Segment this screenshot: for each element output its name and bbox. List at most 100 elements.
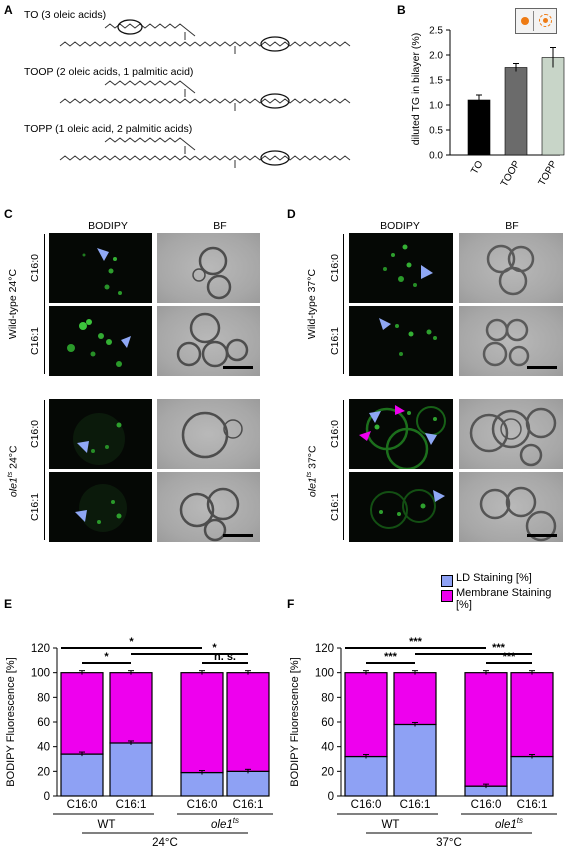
chart-f-temperature: 37°C (436, 837, 462, 849)
chart-e-group-wt: WT (98, 819, 116, 831)
c-group-bracket-bottom (44, 400, 45, 540)
c-group-wildtype: Wild-type 24°C (7, 268, 19, 340)
chart-b-ylabel: diluted TG in bilayer (%) (410, 32, 422, 146)
chart-f-category-label: C16:0 (471, 799, 502, 811)
chart-e-category-label: C16:1 (116, 799, 147, 811)
chart-f-ytick-label: 80 (321, 692, 334, 704)
chart-f-bar-segment (510, 755, 554, 797)
chart-e-ytick-label: 0 (44, 791, 50, 803)
c-group-ole1: ole1ts 24°C (6, 445, 20, 498)
c-scale-bar-bottom (223, 534, 253, 537)
chart-b-ytick-label: 0.5 (429, 126, 443, 137)
chart-e-bar-segment (226, 770, 270, 797)
c-row-c161-bottom: C16:1 (29, 492, 41, 522)
d-row-c160-bottom: C16:0 (329, 419, 341, 449)
c-ole1-c161-bodipy-image (49, 472, 152, 542)
c-wt-c160-bf-image (157, 233, 260, 303)
chart-e-significance-label: * (104, 651, 109, 663)
d-group-wildtype: Wild-type 37°C (306, 268, 318, 340)
toop-label: TOOP (2 oleic acids, 1 palmitic acid) (24, 66, 194, 78)
chart-b-ytick-label: 0.0 (429, 151, 443, 162)
membrane-schematic-icon (515, 8, 557, 34)
c-row-c160-bottom: C16:0 (29, 419, 41, 449)
legend-ld-label: LD Staining [%] (456, 572, 532, 584)
d-group-ole1: ole1ts 37°C (305, 445, 319, 498)
chart-e-ytick-label: 60 (37, 717, 50, 729)
c-wt-c161-bodipy-image (49, 306, 152, 376)
c-ole1-c160-bodipy-image (49, 399, 152, 469)
chart-f-ytick-label: 120 (315, 643, 334, 655)
chart-f-ytick-label: 40 (321, 742, 334, 754)
chart-e-category-label: C16:0 (67, 799, 98, 811)
chart-e-category-label: C16:0 (187, 799, 218, 811)
chart-e-group-ole1: ole1ts (211, 816, 239, 831)
chart-f-ytick-label: 20 (321, 766, 334, 778)
chart-f-group-wt: WT (382, 819, 400, 831)
d-ole1-c160-bodipy-image (349, 399, 453, 469)
chart-f-ytick-label: 0 (328, 791, 334, 803)
legend-ld-swatch (441, 575, 453, 587)
chart-b-ytick-label: 2.5 (429, 26, 443, 37)
chart-b-ytick-label: 1.5 (429, 76, 443, 87)
chart-f-ylabel: BODIPY Fluorescence [%] (289, 657, 301, 786)
chart-b-category-label: TOPP (537, 159, 560, 188)
chart-b-category-label: TOOP (499, 159, 523, 189)
chart-e-bar-segment (60, 672, 104, 755)
chart-f-bar-segment (393, 672, 437, 726)
diluted-tg-bar-chart: 0.0 0.5 1.0 1.5 2.0 2.5 TO TOOP TOPP (429, 26, 565, 189)
triglyceride-structures (59, 19, 351, 168)
c-bf-header: BF (213, 220, 227, 232)
chart-f-ytick-label: 100 (315, 668, 334, 680)
d-ole1-c160-bf-image (459, 399, 563, 469)
chart-e-category-label: C16:1 (233, 799, 264, 811)
d-group-bracket-bottom (343, 400, 344, 540)
chart-e-bar-segment (109, 742, 153, 797)
c-ole1-c161-bf-image (157, 472, 260, 542)
c-group-bracket-top (44, 234, 45, 374)
d-bodipy-header: BODIPY (380, 220, 420, 232)
panel-label-c: C (4, 207, 13, 221)
chart-f-significance-label: *** (409, 636, 423, 648)
panel-label-e: E (4, 597, 13, 611)
topp-label: TOPP (1 oleic acid, 2 palmitic acids) (24, 123, 193, 135)
c-bodipy-header: BODIPY (88, 220, 128, 232)
c-wt-c160-bodipy-image (49, 233, 152, 303)
c-row-c161-top: C16:1 (29, 326, 41, 356)
panel-label-d: D (287, 207, 296, 221)
chart-f-category-label: C16:1 (400, 799, 431, 811)
chart-e-ytick-label: 20 (37, 766, 50, 778)
chart-e-bar-segment (60, 753, 104, 797)
chart-f-bar-segment (464, 672, 508, 787)
d-group-bracket-top (343, 234, 344, 374)
to-label: TO (3 oleic acids) (24, 9, 107, 21)
chart-f-category-label: C16:0 (351, 799, 382, 811)
d-wt-c161-bf-image (459, 306, 563, 376)
chart-f-significance-label: *** (503, 651, 517, 663)
c-row-c160-top: C16:0 (29, 253, 41, 283)
legend-membrane-swatch (441, 590, 453, 602)
chart-f-significance-label: *** (384, 651, 398, 663)
bodipy-fluorescence-chart-37c: 0 20 40 60 80 100 120 BODIPY Fluorescence [%] C1… (289, 636, 557, 849)
chart-b-category-label: TO (469, 159, 485, 177)
d-scale-bar-top (527, 366, 557, 369)
chart-e-significance-label: * (129, 636, 134, 648)
chart-f-category-label: C16:1 (517, 799, 548, 811)
chart-f-significance-label: *** (492, 642, 506, 654)
c-ole1-c160-bf-image (157, 399, 260, 469)
chart-f-bar-segment (393, 723, 437, 797)
chart-b-ytick-label: 1.0 (429, 101, 443, 112)
c-wt-c161-bf-image (157, 306, 260, 376)
d-ole1-c161-bodipy-image (349, 472, 453, 542)
chart-e-significance-label: * (212, 642, 217, 654)
chart-e-temperature: 24°C (152, 837, 178, 849)
chart-b-bar (504, 67, 528, 156)
d-bf-header: BF (505, 220, 519, 232)
bodipy-fluorescence-chart-24c: 0 20 40 60 80 100 120 BODIPY Fluorescence [%] C1… (5, 636, 273, 849)
chart-e-ytick-label: 40 (37, 742, 50, 754)
chart-f-ytick-label: 60 (321, 717, 334, 729)
chart-b-bar (541, 57, 565, 156)
chart-e-ytick-label: 100 (31, 668, 50, 680)
panel-label-f: F (287, 597, 295, 611)
chart-e-bar-segment (226, 672, 270, 772)
c-scale-bar-top (223, 366, 253, 369)
